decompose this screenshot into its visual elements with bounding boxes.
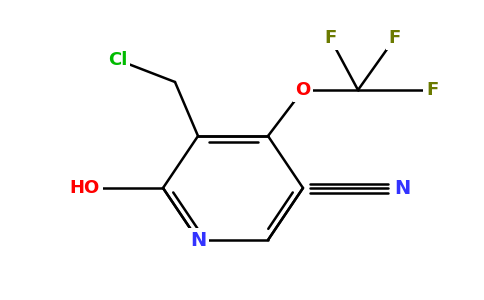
Text: F: F <box>324 29 336 47</box>
Text: O: O <box>295 81 311 99</box>
Text: N: N <box>394 178 410 197</box>
Text: N: N <box>190 230 206 250</box>
Text: F: F <box>426 81 438 99</box>
Text: Cl: Cl <box>108 51 128 69</box>
Text: HO: HO <box>70 179 100 197</box>
Text: F: F <box>389 29 401 47</box>
